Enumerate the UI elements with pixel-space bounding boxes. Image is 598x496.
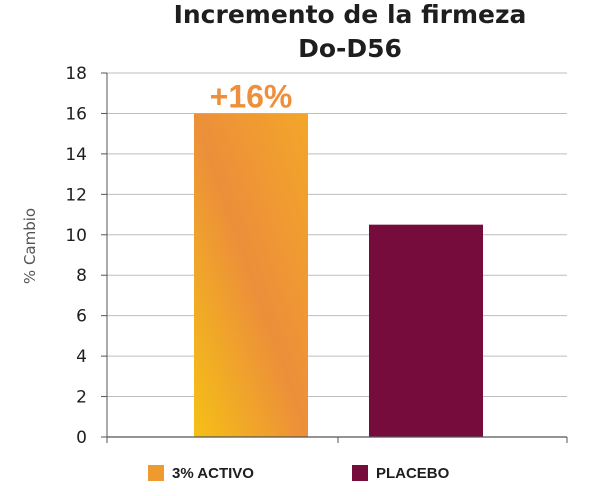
y-tick-label-2: 2	[76, 388, 87, 408]
y-tick-label-6: 6	[76, 307, 87, 327]
bar-activo	[194, 113, 308, 437]
y-tick-labels: 0 2 4 6 8 10 12 14 16 18	[65, 64, 107, 448]
legend-swatch-placebo	[351, 465, 368, 481]
legend-item-placebo: PLACEBO	[351, 464, 450, 482]
y-tick-label-0: 0	[76, 428, 87, 448]
gridlines	[107, 72, 567, 398]
data-label-activo: +16%	[210, 78, 293, 114]
y-tick-label-8: 8	[76, 266, 87, 286]
y-tick-label-16: 16	[65, 104, 87, 124]
legend-label-placebo: PLACEBO	[375, 464, 450, 482]
y-tick-label-18: 18	[65, 64, 87, 84]
axes	[106, 73, 568, 443]
legend-swatch-activo	[148, 465, 164, 481]
bars	[194, 113, 483, 437]
y-tick-label-4: 4	[76, 347, 87, 367]
chart-title-line-2: Do-D56	[298, 34, 402, 63]
legend-label-activo: 3% ACTIVO	[172, 464, 254, 482]
chart-title-line-1: Incremento de la firmeza	[173, 0, 527, 29]
legend-item-activo: 3% ACTIVO	[148, 465, 254, 482]
bar-placebo	[369, 224, 483, 437]
y-tick-label-10: 10	[65, 226, 87, 246]
legend: 3% ACTIVO PLACEBO	[148, 462, 547, 484]
y-tick-label-14: 14	[65, 145, 87, 165]
bar-chart: 0 2 4 6 8 10 12 14 16 18 +16% % Cambio	[21, 64, 568, 448]
y-tick-label-12: 12	[65, 185, 87, 205]
data-labels: +16%	[210, 78, 293, 114]
y-axis-label: % Cambio	[21, 208, 39, 284]
